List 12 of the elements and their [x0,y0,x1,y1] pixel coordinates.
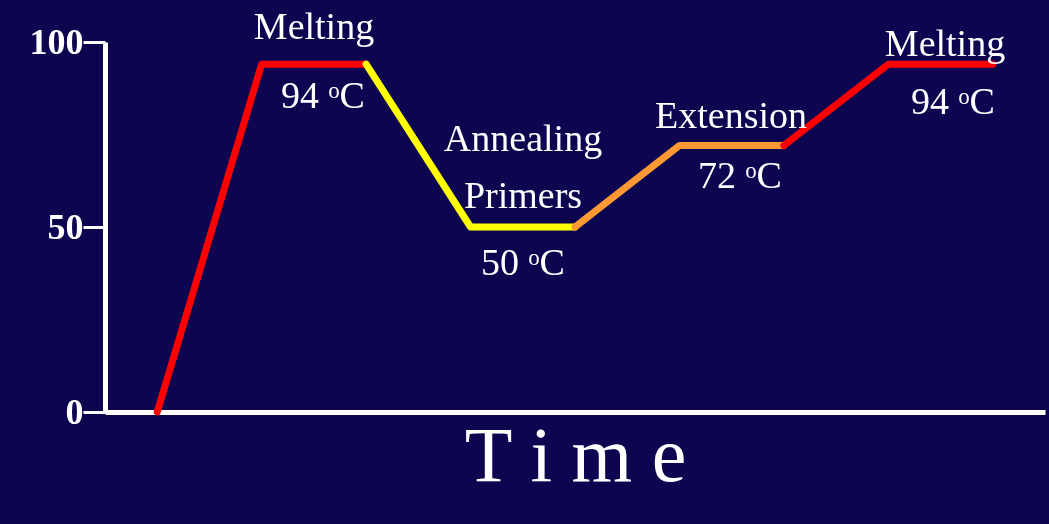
y-tick-label: 100 [29,21,84,62]
annotation: 72 ᵒC [698,154,782,196]
annotation: 50 ᵒC [481,241,565,283]
annotation: Melting [884,22,1006,64]
annotation: 94 ᵒC [911,80,995,122]
annotation: Melting [253,5,375,47]
annotation: 94 ᵒC [281,74,365,116]
y-tick-label: 50 [47,206,84,247]
annotation: Extension [655,94,807,136]
x-axis-title: T i m e [464,410,687,498]
y-tick-label: 0 [65,391,84,432]
annotation: Annealing Primers [443,117,603,216]
